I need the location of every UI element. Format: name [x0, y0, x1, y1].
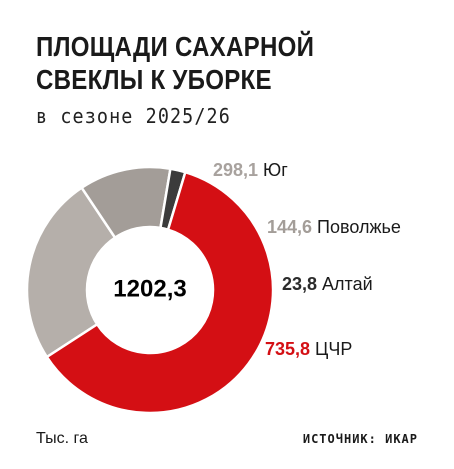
slice-label-2: 144,6 Поволжье — [267, 217, 401, 237]
slice-label-4: 735,8 ЦЧР — [265, 339, 352, 359]
slice-name-3: Алтай — [317, 274, 373, 294]
slice-name-1: Юг — [258, 160, 288, 180]
slice-value-3: 23,8 — [282, 274, 317, 294]
slice-value-4: 735,8 — [265, 339, 310, 359]
slice-4 — [45, 170, 275, 415]
slice-value-1: 298,1 — [213, 160, 258, 180]
slice-name-2: Поволжье — [312, 217, 401, 237]
chart-subtitle: в сезоне 2025/26 — [36, 104, 231, 128]
total-value: 1202,3 — [113, 275, 186, 302]
unit-label: Тыс. га — [36, 430, 88, 447]
chart-title: ПЛОЩАДИ САХАРНОЙ СВЕКЛЫ К УБОРКЕ — [36, 30, 380, 96]
title-line-1: ПЛОЩАДИ САХАРНОЙ — [36, 31, 315, 62]
slice-value-2: 144,6 — [267, 217, 312, 237]
slice-label-1: 298,1 Юг — [213, 160, 288, 180]
source-label: ИСТОЧНИК: ИКАР — [302, 432, 418, 446]
slice-label-3: 23,8 Алтай — [282, 274, 373, 294]
title-line-2: СВЕКЛЫ К УБОРКЕ — [36, 64, 272, 95]
slice-1 — [25, 185, 117, 359]
slice-name-4: ЦЧР — [310, 339, 352, 359]
